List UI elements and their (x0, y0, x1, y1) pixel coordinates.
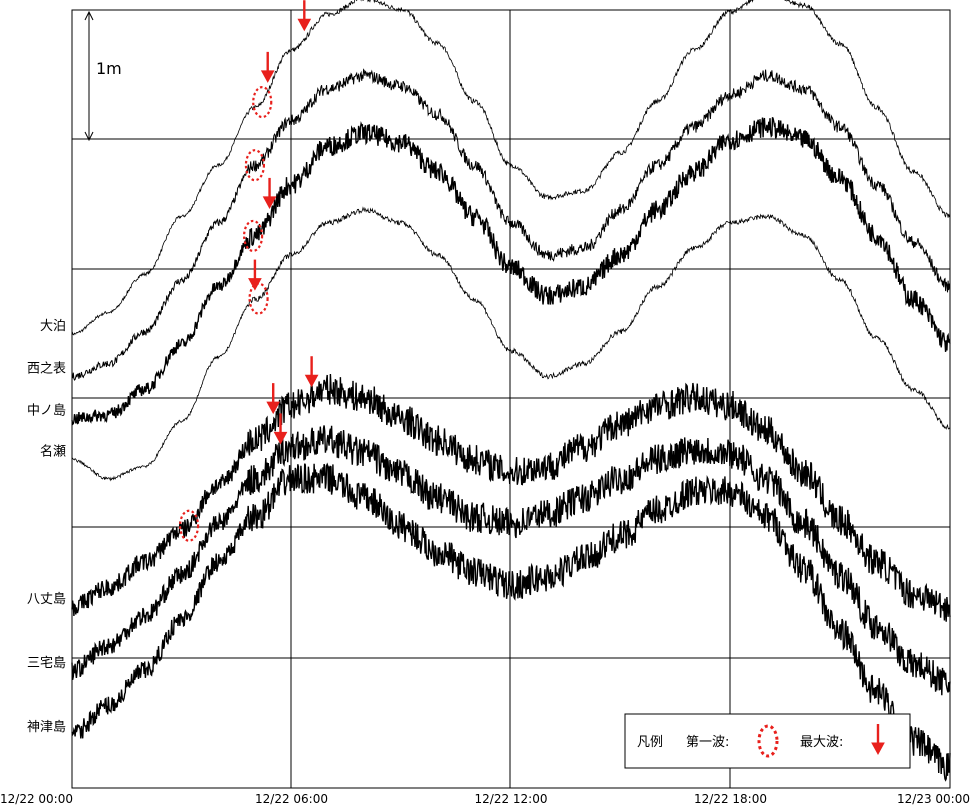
station-label-1: 西之表 (27, 361, 66, 376)
scale-bar-top-arrow (84, 10, 94, 21)
series-line-6 (71, 462, 951, 782)
x-tick-label-3: 12/22 18:00 (694, 792, 767, 806)
first-wave-marker-1 (244, 149, 266, 182)
legend-first-wave-label: 第一波: (686, 735, 729, 750)
max-wave-arrow-head (266, 401, 281, 415)
station-label-0: 大泊 (40, 319, 66, 334)
max-wave-arrow-head (297, 18, 312, 32)
series-line-0 (71, 0, 951, 336)
first-wave-marker-2 (242, 219, 264, 253)
legend-max-wave-symbol (871, 724, 885, 756)
station-label-6: 神津島 (27, 720, 66, 735)
x-tick-label-2: 12/22 12:00 (475, 792, 548, 806)
grid (71, 9, 951, 789)
max-wave-marker-2 (262, 177, 277, 209)
x-tick-label-0: 12/22 00:00 (0, 792, 73, 806)
legend-box (624, 713, 911, 769)
first-wave-marker-0 (252, 85, 273, 119)
scale-bar-label: 1m (96, 59, 122, 78)
series-line-3 (71, 206, 951, 482)
first-wave-marker-4 (178, 509, 200, 542)
max-wave-arrow-head (304, 374, 319, 388)
max-wave-arrow-head (260, 70, 275, 83)
max-wave-arrow-head (248, 278, 262, 291)
x-tick-label-1: 12/22 06:00 (255, 792, 328, 806)
series-line-1 (71, 68, 951, 381)
station-label-4: 八丈島 (27, 592, 66, 607)
series-lines (71, 0, 951, 782)
legend-first-wave-symbol (757, 724, 779, 758)
legend-title: 凡例 (637, 735, 663, 750)
markers (178, 0, 319, 542)
series-line-2 (71, 117, 951, 426)
max-wave-marker-5 (304, 356, 319, 388)
station-label-3: 名瀬 (40, 444, 66, 460)
max-wave-arrow-head (273, 431, 288, 445)
max-wave-marker-0 (260, 51, 275, 83)
legend-max-wave-label: 最大波: (800, 735, 843, 750)
max-wave-marker-6 (273, 413, 288, 445)
max-wave-marker-1 (297, 0, 312, 32)
max-wave-marker-3 (248, 259, 262, 291)
station-label-2: 中ノ島 (27, 404, 66, 419)
scale-bar: 1m (84, 10, 122, 142)
scale-bar-bottom-arrow (84, 131, 94, 142)
station-label-5: 三宅島 (27, 656, 66, 671)
legend: 凡例 第一波: 最大波: (624, 713, 911, 769)
x-tick-label-4: 12/23 00:00 (897, 792, 970, 806)
series-line-4 (71, 373, 951, 622)
series-line-5 (71, 425, 951, 696)
max-wave-arrow-head (262, 196, 277, 209)
max-wave-marker-4 (266, 383, 281, 415)
max-wave-arrow-head (871, 742, 885, 756)
plot-frame (71, 9, 951, 789)
